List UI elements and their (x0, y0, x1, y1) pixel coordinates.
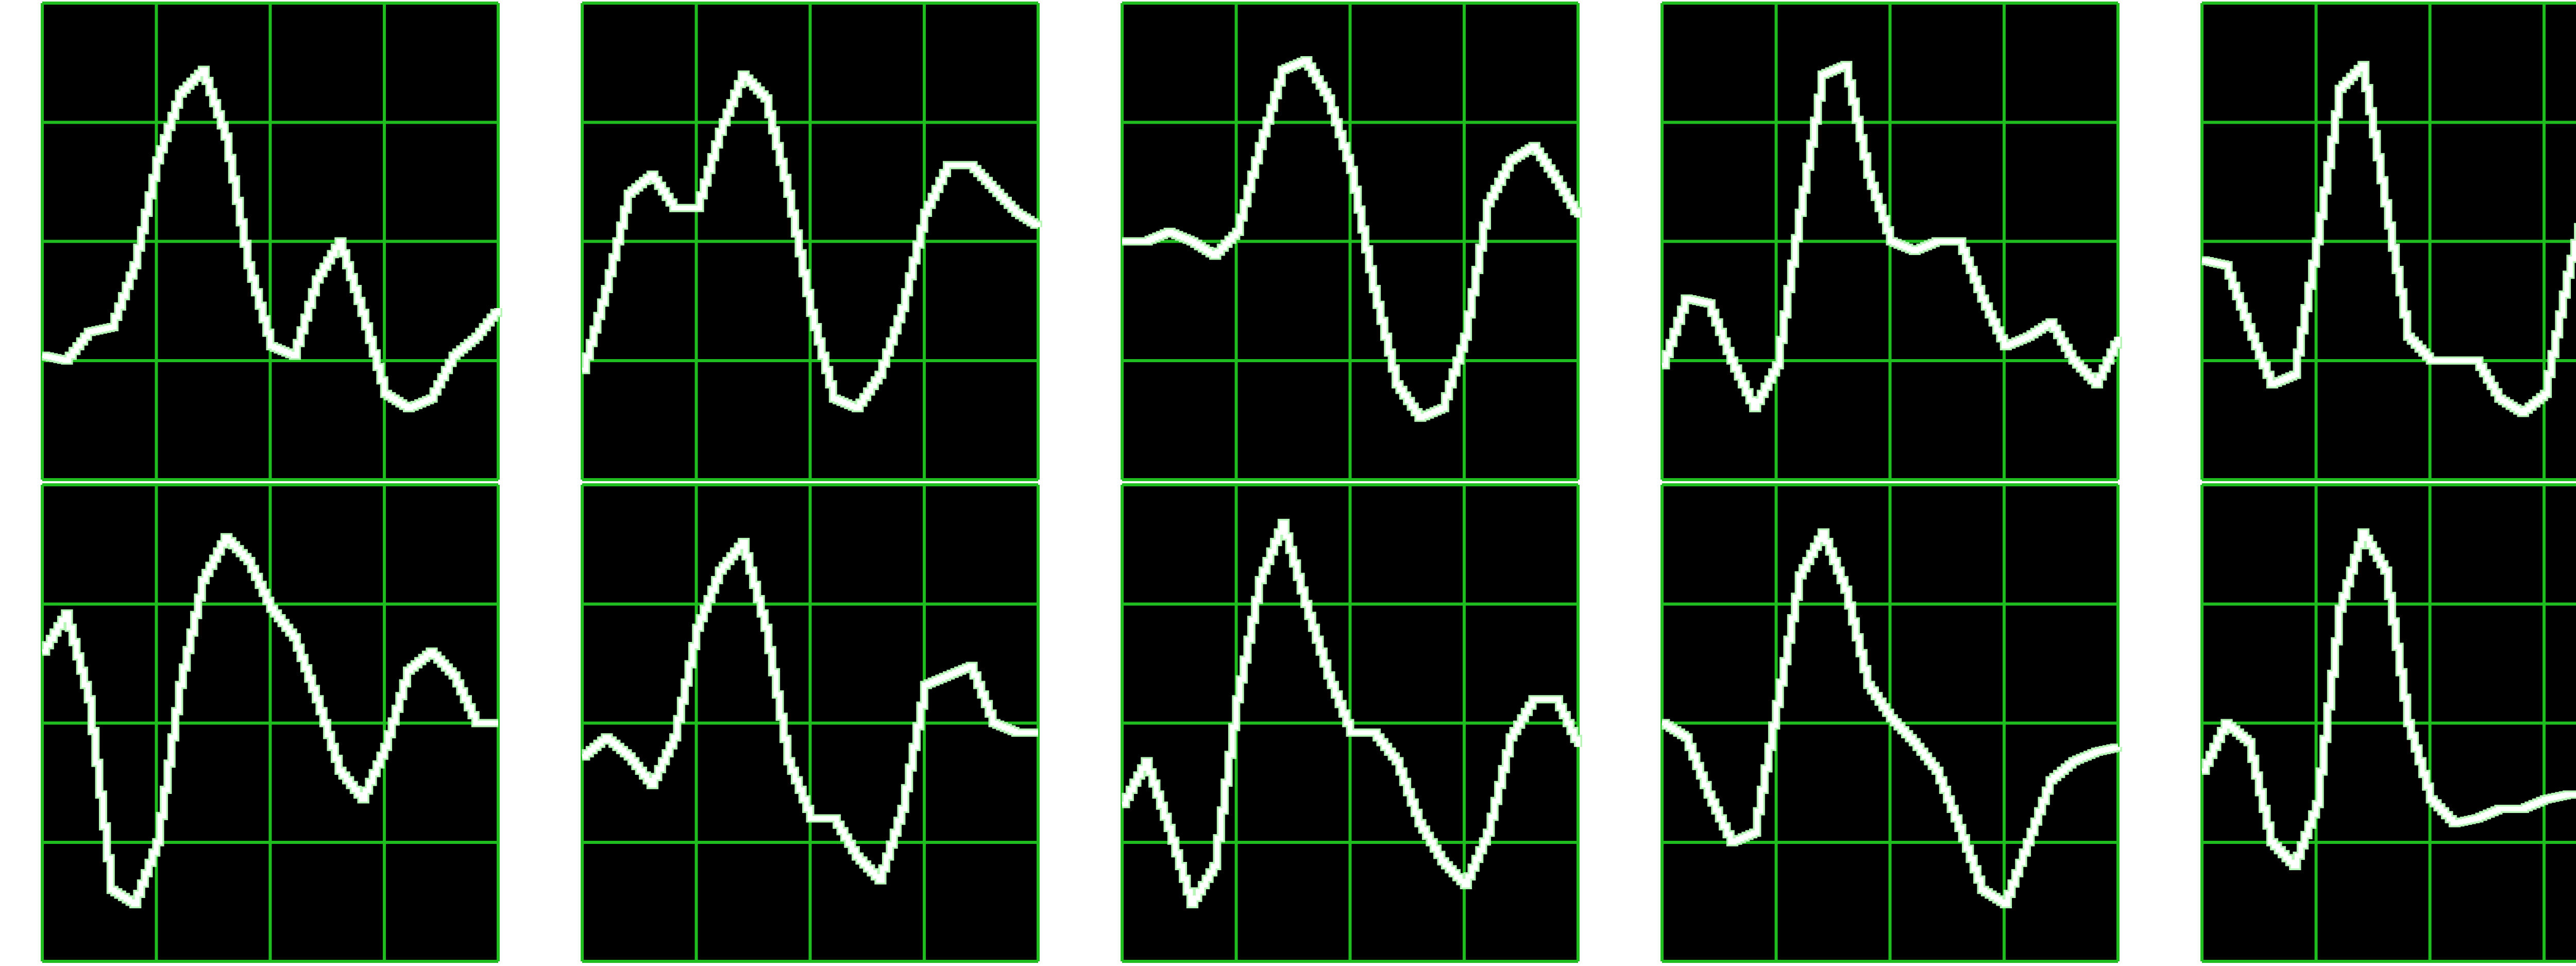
signal-trace (2202, 530, 2576, 869)
signal-trace (582, 539, 1038, 883)
scope-panel-r2-c1 (41, 483, 500, 963)
signal-trace (2202, 62, 2576, 415)
signal-trace (1122, 520, 1581, 907)
signal-trace (1662, 62, 2121, 411)
signal-trace (1662, 530, 2121, 907)
signal-trace (42, 67, 501, 411)
scope-panel-r1-c3 (1121, 2, 1582, 481)
scope-panel-r1-c1 (41, 2, 502, 481)
scope-panel-r2-c4 (1660, 483, 2122, 963)
signal-trace (582, 72, 1041, 411)
scope-panel-r2-c5 (2200, 483, 2576, 963)
scope-panel-r1-c4 (1660, 2, 2122, 481)
scope-panel-r1-c5 (2200, 2, 2576, 481)
scope-panel-r2-c2 (581, 483, 1040, 963)
scope-panel-r2-c3 (1121, 483, 1582, 963)
signal-trace (42, 535, 498, 907)
signal-trace (1122, 58, 1581, 420)
scope-panel-r1-c2 (581, 2, 1042, 481)
